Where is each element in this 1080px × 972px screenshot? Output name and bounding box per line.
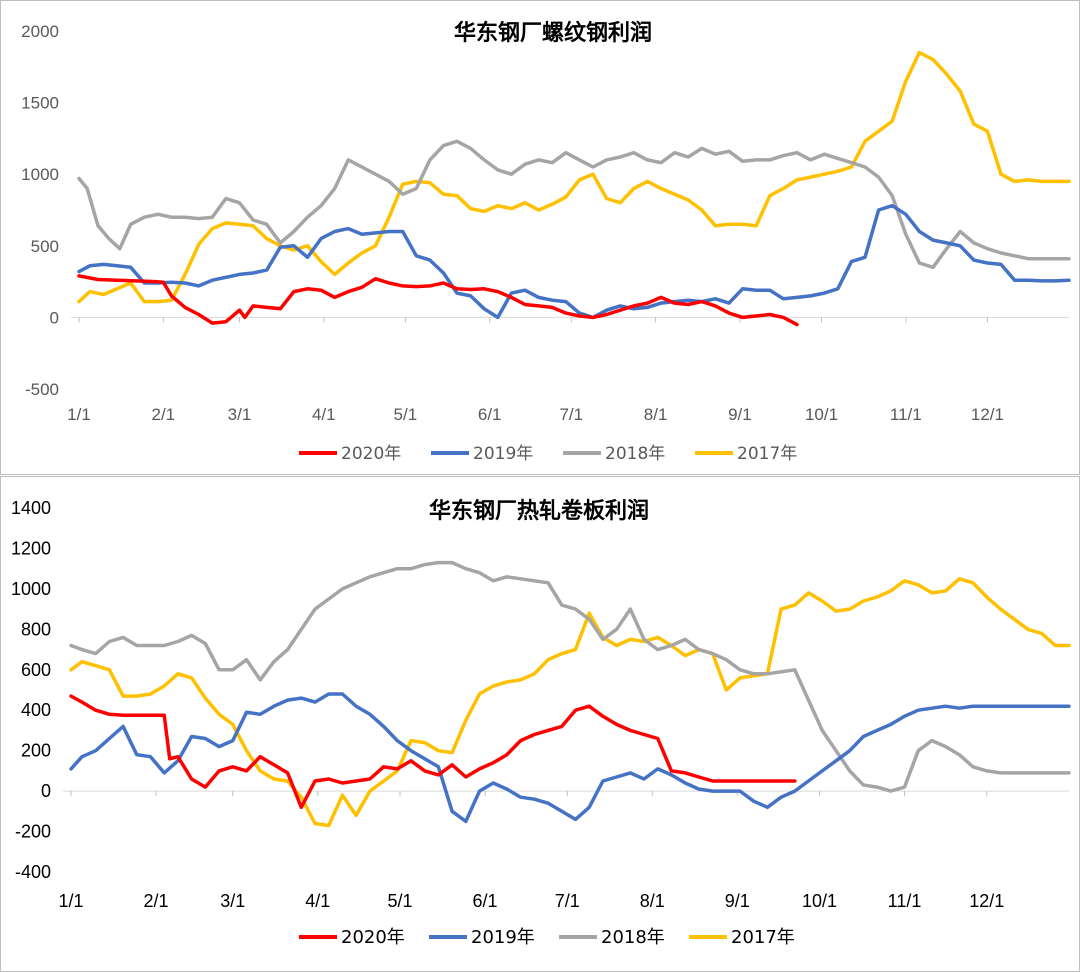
series-line — [77, 139, 1071, 270]
legend-label: 2017年 — [731, 927, 795, 948]
legend-label: 2017年 — [737, 444, 797, 464]
y-tick-label: 0 — [50, 308, 59, 327]
x-tick-label: 6/1 — [472, 891, 497, 911]
x-tick-label: 1/1 — [58, 891, 83, 911]
y-tick-label: 800 — [21, 619, 51, 639]
chart-rebar-profit: 华东钢厂螺纹钢利润 2000 1500 1000 500 0 -500 1/1 2/1 3/1 4… — [21, 20, 1071, 464]
series-line — [69, 577, 1071, 828]
x-tick-label: 2/1 — [151, 405, 175, 424]
legend-label: 2019年 — [471, 927, 535, 948]
series-line — [77, 203, 1071, 320]
chart-panel-rebar: 华东钢厂螺纹钢利润 2000 1500 1000 500 0 -500 1/1 2/1 3/1 4… — [0, 0, 1080, 475]
x-tick-label: 9/1 — [728, 405, 752, 424]
series-line — [69, 694, 797, 810]
legend-label: 2018年 — [605, 444, 665, 464]
x-tick-label: 9/1 — [725, 891, 750, 911]
y-tick-label: 0 — [41, 781, 51, 801]
x-tick-label: 12/1 — [971, 405, 1004, 424]
y-tick-label: 1500 — [21, 94, 59, 113]
x-tick-label: 7/1 — [555, 891, 580, 911]
series-line — [69, 560, 1071, 793]
series-line — [69, 692, 1071, 824]
y-tick-label: -500 — [25, 380, 59, 399]
x-tick-label: 3/1 — [220, 891, 245, 911]
x-tick-label: 12/1 — [969, 891, 1004, 911]
y-tick-label: -400 — [15, 862, 51, 882]
x-tick-label: 3/1 — [228, 405, 252, 424]
y-tick-label: 1000 — [21, 165, 59, 184]
series-line — [77, 50, 1071, 304]
chart-panel-hrc: 华东钢厂热轧卷板利润 1400 1200 1000 800 600 400 200 0 -200… — [0, 476, 1080, 972]
x-tick-label: 11/1 — [890, 405, 922, 424]
y-tick-label: 1200 — [11, 538, 51, 558]
chart-title: 华东钢厂螺纹钢利润 — [454, 20, 652, 46]
y-tick-label: 400 — [21, 700, 51, 720]
x-tick-label: 5/1 — [387, 891, 412, 911]
x-tick-label: 4/1 — [305, 891, 330, 911]
x-tick-label: 1/1 — [67, 405, 91, 424]
series-line — [77, 274, 799, 327]
x-tick-label: 8/1 — [644, 405, 668, 424]
x-tick-label: 4/1 — [312, 405, 336, 424]
chart-title: 华东钢厂热轧卷板利润 — [429, 498, 649, 524]
y-tick-label: 2000 — [21, 22, 59, 41]
x-tick-label: 10/1 — [805, 405, 838, 424]
x-tick-label: 2/1 — [143, 891, 168, 911]
x-tick-label: 10/1 — [802, 891, 837, 911]
legend-label: 2018年 — [601, 927, 665, 948]
x-tick-label: 5/1 — [394, 405, 418, 424]
y-tick-label: 1000 — [11, 579, 51, 599]
x-tick-label: 6/1 — [478, 405, 502, 424]
y-tick-label: 1400 — [11, 498, 51, 518]
y-tick-label: 500 — [31, 237, 59, 256]
x-tick-label: 11/1 — [888, 891, 922, 911]
legend-label: 2020年 — [341, 927, 405, 948]
x-tick-label: 7/1 — [559, 405, 583, 424]
x-tick-label: 8/1 — [640, 891, 665, 911]
chart-hrc-profit: 华东钢厂热轧卷板利润 1400 1200 1000 800 600 400 200 0 -200… — [11, 498, 1071, 948]
y-tick-label: -200 — [15, 822, 51, 842]
legend-label: 2020年 — [341, 444, 401, 464]
legend-label: 2019年 — [473, 444, 533, 464]
y-tick-label: 200 — [21, 741, 51, 761]
y-tick-label: 600 — [21, 660, 51, 680]
